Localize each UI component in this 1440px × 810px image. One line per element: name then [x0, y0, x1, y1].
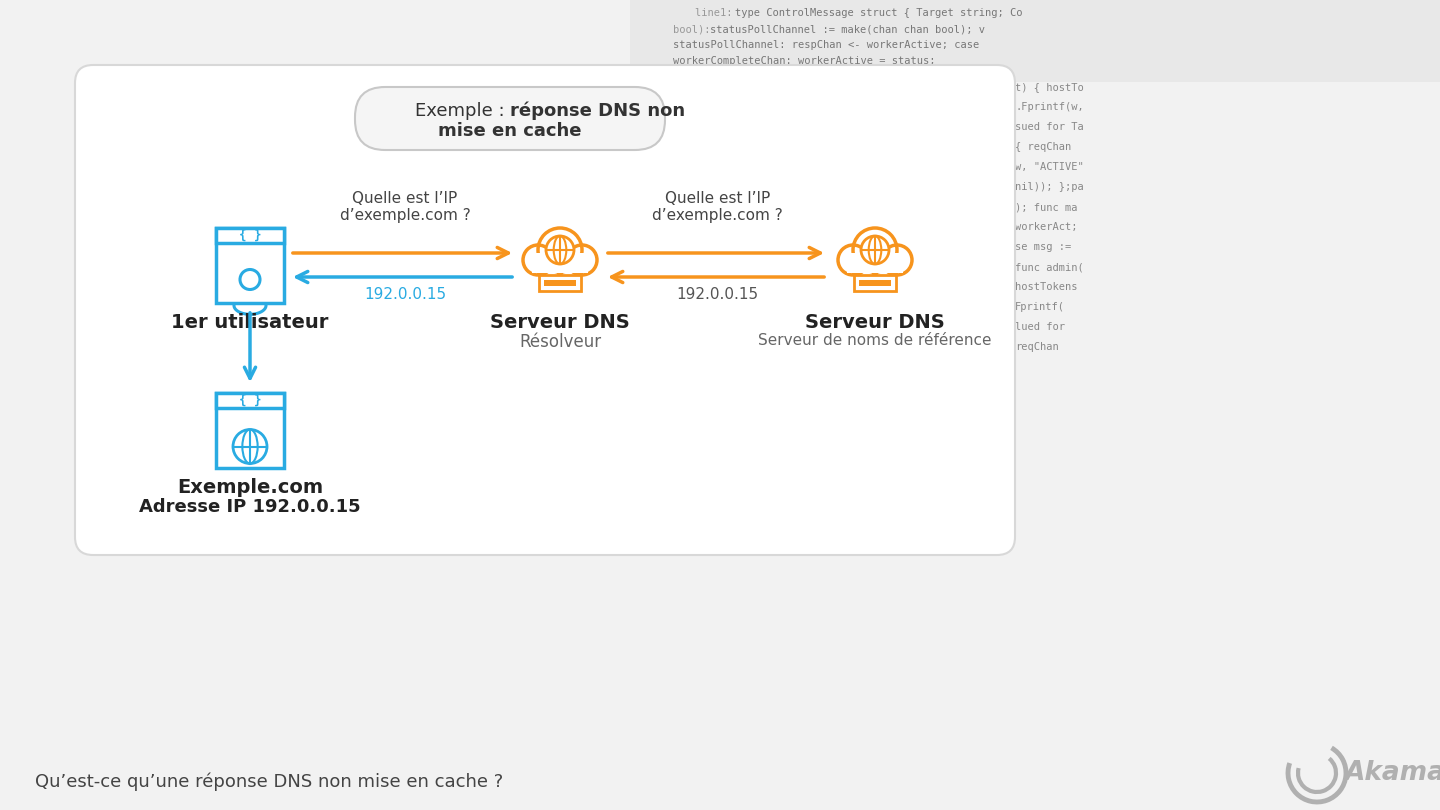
FancyBboxPatch shape: [860, 280, 891, 286]
Text: Serveur DNS: Serveur DNS: [490, 313, 629, 332]
Text: reqChan: reqChan: [1015, 342, 1058, 352]
FancyBboxPatch shape: [531, 253, 588, 273]
Text: type ControlMessage struct { Target string; Co: type ControlMessage struct { Target stri…: [734, 8, 1022, 18]
FancyBboxPatch shape: [216, 393, 284, 467]
Text: lued for: lued for: [1015, 322, 1066, 332]
Text: bool):: bool):: [672, 24, 717, 34]
Text: Serveur DNS: Serveur DNS: [805, 313, 945, 332]
FancyBboxPatch shape: [356, 87, 665, 150]
Text: workerCompleteChan: workerActive = status;: workerCompleteChan: workerActive = statu…: [672, 56, 936, 66]
Text: Fprintf(: Fprintf(: [1015, 302, 1066, 312]
Text: Akamai: Akamai: [1345, 760, 1440, 786]
Text: mise en cache: mise en cache: [438, 122, 582, 140]
Text: { }: { }: [239, 394, 261, 407]
Text: Exemple :: Exemple :: [415, 102, 510, 120]
Text: line1:: line1:: [696, 8, 739, 18]
Text: statusPollChannel := make(chan chan bool); v: statusPollChannel := make(chan chan bool…: [710, 24, 985, 34]
Text: Quelle est l’IP
d’exemple.com ?: Quelle est l’IP d’exemple.com ?: [652, 190, 783, 223]
Text: Qu’est-ce qu’une réponse DNS non mise en cache ?: Qu’est-ce qu’une réponse DNS non mise en…: [35, 773, 503, 791]
FancyBboxPatch shape: [216, 228, 284, 302]
FancyBboxPatch shape: [854, 275, 896, 291]
FancyBboxPatch shape: [544, 280, 576, 286]
Circle shape: [537, 254, 563, 280]
Text: func admin(: func admin(: [1015, 262, 1084, 272]
Circle shape: [838, 245, 868, 275]
Text: réponse DNS non: réponse DNS non: [510, 102, 685, 121]
Text: w, "ACTIVE": w, "ACTIVE": [1015, 162, 1084, 172]
FancyBboxPatch shape: [539, 275, 580, 291]
Circle shape: [852, 254, 878, 280]
Text: Résolveur: Résolveur: [518, 333, 600, 351]
Circle shape: [873, 254, 899, 280]
Text: hostTokens: hostTokens: [1015, 282, 1077, 292]
Circle shape: [881, 245, 912, 275]
Circle shape: [546, 236, 575, 264]
Circle shape: [861, 236, 888, 264]
FancyBboxPatch shape: [216, 228, 284, 242]
Text: statusPollChannel: respChan <- workerActive; case: statusPollChannel: respChan <- workerAct…: [672, 40, 979, 50]
Text: Serveur de noms de référence: Serveur de noms de référence: [759, 333, 992, 348]
Circle shape: [557, 254, 583, 280]
Text: nil)); };pa: nil)); };pa: [1015, 182, 1084, 192]
FancyBboxPatch shape: [75, 65, 1015, 555]
Text: Quelle est l’IP
d’exemple.com ?: Quelle est l’IP d’exemple.com ?: [340, 190, 471, 223]
Text: { }: { }: [239, 228, 261, 241]
Text: 1er utilisateur: 1er utilisateur: [171, 313, 328, 332]
FancyBboxPatch shape: [216, 393, 284, 407]
Text: .Fprintf(w,: .Fprintf(w,: [1015, 102, 1084, 112]
Circle shape: [567, 245, 598, 275]
Text: { reqChan: { reqChan: [1015, 142, 1071, 152]
Text: Adresse IP 192.0.0.15: Adresse IP 192.0.0.15: [140, 498, 361, 516]
Text: ); func ma: ); func ma: [1015, 202, 1077, 212]
Text: se msg :=: se msg :=: [1015, 242, 1071, 252]
Text: 192.0.0.15: 192.0.0.15: [677, 287, 759, 302]
Text: workerAct;: workerAct;: [1015, 222, 1077, 232]
Text: sued for Ta: sued for Ta: [1015, 122, 1084, 132]
Text: 192.0.0.15: 192.0.0.15: [364, 287, 446, 302]
FancyBboxPatch shape: [847, 253, 903, 273]
FancyBboxPatch shape: [631, 0, 1440, 82]
Circle shape: [852, 228, 897, 272]
Text: Exemple.com: Exemple.com: [177, 478, 323, 497]
Text: t) { hostTo: t) { hostTo: [1015, 82, 1084, 92]
Circle shape: [539, 228, 582, 272]
Circle shape: [523, 245, 553, 275]
